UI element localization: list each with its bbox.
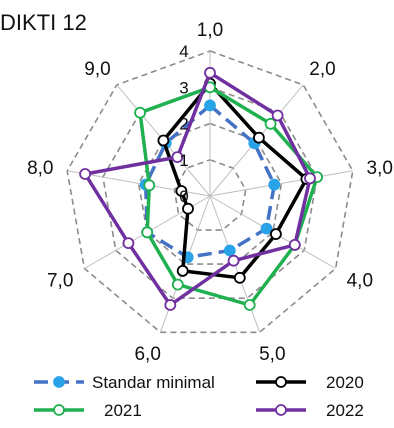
data-point-3-8 — [171, 151, 184, 164]
axis-label-5: 5,0 — [259, 344, 285, 365]
grid-ring-1 — [173, 158, 247, 231]
data-point-3-4 — [227, 254, 240, 267]
radar-tick-labels: 0 1 2 3 4 — [179, 42, 188, 206]
legend-marker-0 — [53, 376, 65, 388]
axis-label-2: 2,0 — [309, 59, 335, 80]
data-point-1-6 — [182, 202, 194, 215]
legend-item-2: 2021 — [34, 401, 142, 420]
data-point-0-0 — [204, 99, 216, 112]
axis-label-6: 6,0 — [134, 344, 160, 365]
data-point-0-2 — [268, 178, 281, 191]
axis-label-8: 8,0 — [27, 158, 53, 179]
data-point-1-7 — [175, 185, 188, 197]
tick-label-4: 4 — [179, 42, 188, 61]
axis-label-1: 1,0 — [197, 20, 223, 41]
axis-label-3: 3,0 — [367, 158, 393, 179]
chart-legend: Standar minimal 2020 2021 2022 — [34, 373, 364, 420]
data-point-2-5 — [171, 278, 184, 291]
series-line-0 — [143, 103, 277, 260]
data-point-1-4 — [233, 271, 246, 284]
chart-title: DIKTI 12 — [0, 10, 87, 35]
data-point-1-1 — [252, 131, 265, 144]
legend-label-3: 2022 — [326, 401, 364, 420]
axis-label-7: 7,0 — [47, 271, 73, 292]
tick-label-1: 1 — [179, 151, 188, 170]
legend-item-0: Standar minimal — [34, 373, 215, 392]
data-point-3-3 — [288, 238, 301, 251]
data-point-2-8 — [134, 106, 147, 119]
axis-label-4: 4,0 — [347, 271, 373, 292]
data-point-3-2 — [304, 172, 316, 185]
radar-axis-labels: 1,0 2,0 3,0 4,0 5,0 6,0 7,0 8,0 9,0 — [27, 20, 393, 365]
series-3 — [79, 66, 316, 311]
radar-series — [79, 66, 324, 311]
legend-marker-3 — [275, 404, 287, 416]
data-point-1-3 — [269, 228, 282, 241]
data-point-1-5 — [176, 264, 189, 277]
axis-label-9: 9,0 — [84, 59, 110, 80]
data-point-3-1 — [271, 109, 284, 122]
data-point-3-0 — [204, 66, 216, 79]
data-point-2-4 — [243, 299, 256, 311]
data-point-0-3 — [260, 222, 273, 235]
data-point-3-5 — [164, 299, 177, 311]
data-point-2-1 — [264, 117, 277, 130]
tick-label-0: 0 — [179, 187, 188, 206]
data-point-0-4 — [223, 244, 236, 257]
grid-ring-3 — [102, 86, 318, 300]
legend-label-2: 2021 — [104, 401, 142, 420]
tick-label-2: 2 — [179, 115, 188, 134]
data-point-3-6 — [122, 237, 135, 250]
legend-item-3: 2022 — [256, 401, 364, 420]
legend-label-1: 2020 — [326, 373, 364, 392]
legend-item-1: 2020 — [256, 373, 364, 392]
data-point-2-7 — [143, 179, 156, 192]
legend-marker-1 — [275, 376, 287, 388]
legend-label-0: Standar minimal — [92, 373, 215, 392]
series-line-3 — [83, 71, 312, 307]
spoke-3 — [209, 170, 353, 197]
grid-ring-4 — [66, 50, 354, 334]
data-point-1-8 — [157, 134, 170, 147]
legend-marker-2 — [53, 404, 65, 416]
tick-label-3: 3 — [179, 78, 188, 97]
data-point-2-6 — [141, 226, 154, 239]
data-point-3-7 — [79, 168, 91, 180]
